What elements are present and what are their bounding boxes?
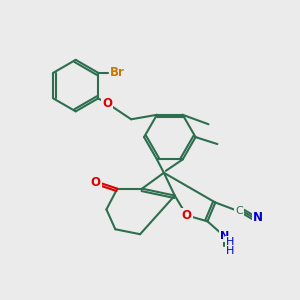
Text: O: O bbox=[102, 97, 112, 110]
Text: N: N bbox=[220, 231, 229, 241]
Text: H: H bbox=[226, 237, 234, 247]
Text: C: C bbox=[235, 206, 243, 216]
Text: H: H bbox=[226, 246, 234, 256]
Text: Br: Br bbox=[110, 66, 125, 79]
Text: O: O bbox=[182, 209, 192, 222]
Text: O: O bbox=[91, 176, 100, 189]
Text: N: N bbox=[253, 211, 263, 224]
